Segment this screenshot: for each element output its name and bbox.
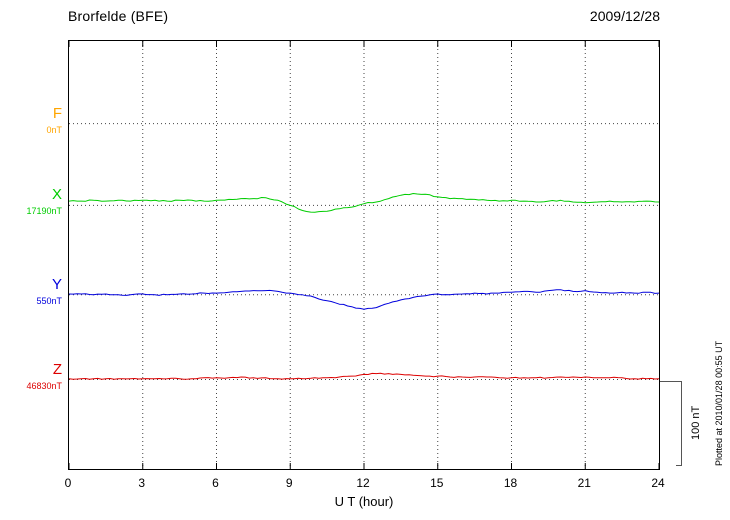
x-tick-label: 0 (64, 476, 72, 490)
x-tick-label: 18 (503, 476, 518, 490)
x-tick-label: 24 (651, 476, 665, 490)
component-label-X: X (51, 186, 62, 204)
x-tick-label: 3 (138, 476, 146, 490)
scale-bar-connector (660, 381, 681, 382)
component-baseline-F: 0nT (46, 124, 62, 135)
trace-Z (69, 372, 659, 380)
chart-canvas (69, 41, 659, 469)
component-baseline-Z: 46830nT (26, 380, 62, 391)
trace-Y (69, 289, 659, 310)
component-label-F: F (52, 104, 62, 122)
x-tick-label: 12 (356, 476, 370, 490)
scale-bar (681, 381, 682, 466)
x-tick-label: 6 (212, 476, 219, 490)
x-tick-label: 15 (430, 476, 444, 490)
plot-area (68, 40, 660, 470)
x-axis-title: U T (hour) (334, 494, 394, 509)
component-baseline-Y: 550nT (36, 295, 62, 306)
component-label-Y: Y (51, 275, 62, 293)
x-tick-label: 9 (285, 476, 293, 490)
date-label: 2009/12/28 (589, 8, 660, 24)
station-title: Brorfelde (BFE) (68, 8, 169, 24)
x-tick-label: 21 (577, 476, 591, 490)
scale-bar-label: 100 nT (690, 405, 702, 440)
trace-X (69, 193, 659, 213)
scale-bar-cap-bottom (676, 465, 682, 466)
scale-bar-cap-top (676, 381, 682, 382)
component-baseline-X: 17190nT (26, 206, 62, 217)
component-label-Z: Z (52, 360, 62, 378)
plotted-at-label: Plotted at 2010/01/28 00:55 UT (714, 340, 724, 466)
